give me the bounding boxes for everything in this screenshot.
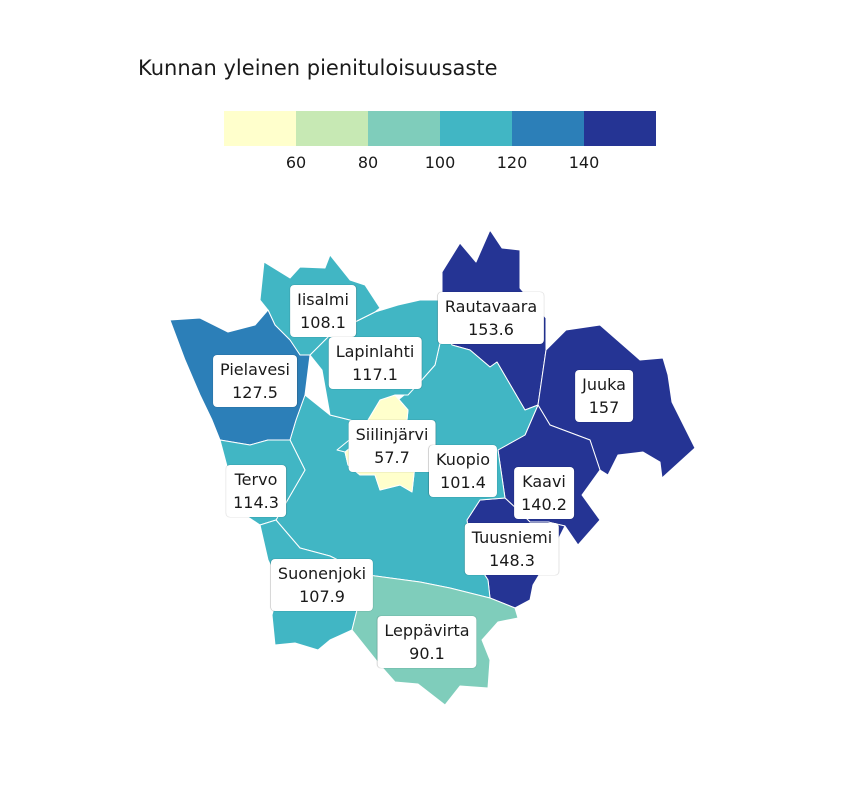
municipality-value: 108.1 — [300, 313, 346, 332]
municipality-value: 153.6 — [468, 320, 514, 339]
municipality-value: 157 — [588, 398, 620, 417]
legend-tick-80: 80 — [357, 153, 379, 172]
legend-swatch-1 — [224, 111, 296, 146]
label-leppavirta: Leppävirta 90.1 — [377, 616, 477, 668]
municipality-value: 107.9 — [299, 587, 345, 606]
municipality-name: Suonenjoki — [277, 564, 367, 583]
color-legend: 60 80 100 120 140 — [224, 111, 656, 181]
label-pielavesi: Pielavesi 127.5 — [213, 355, 297, 407]
municipality-name: Tuusniemi — [471, 528, 553, 547]
label-tervo: Tervo 114.3 — [226, 465, 286, 517]
label-rautavaara: Rautavaara 153.6 — [437, 292, 545, 344]
legend-swatch-6 — [584, 111, 656, 146]
legend-tick-60: 60 — [285, 153, 307, 172]
municipality-name: Pielavesi — [220, 360, 290, 379]
legend-tick-120: 120 — [496, 153, 528, 172]
municipality-value: 117.1 — [352, 365, 398, 384]
municipality-value: 114.3 — [233, 493, 279, 512]
municipality-name: Kuopio — [435, 450, 491, 469]
municipality-name: Kaavi — [522, 472, 566, 491]
legend-swatch-5 — [512, 111, 584, 146]
label-tuusniemi: Tuusniemi 148.3 — [464, 523, 560, 575]
municipality-value: 148.3 — [489, 551, 535, 570]
legend-swatch-2 — [296, 111, 368, 146]
label-siilinjarvi: Siilinjärvi 57.7 — [348, 420, 436, 472]
legend-swatch-4 — [440, 111, 512, 146]
label-iisalmi: Iisalmi 108.1 — [290, 285, 356, 337]
municipality-value: 101.4 — [440, 473, 486, 492]
municipality-name: Juuka — [582, 375, 626, 394]
municipality-value: 140.2 — [521, 495, 567, 514]
municipality-name: Rautavaara — [444, 297, 538, 316]
municipality-name: Iisalmi — [297, 290, 349, 309]
municipality-name: Leppävirta — [384, 621, 470, 640]
municipality-name: Lapinlahti — [335, 342, 415, 361]
legend-tick-100: 100 — [424, 153, 456, 172]
municipality-value: 90.1 — [409, 644, 445, 663]
municipality-name: Siilinjärvi — [355, 425, 429, 444]
municipality-name: Tervo — [234, 470, 278, 489]
label-lapinlahti: Lapinlahti 117.1 — [328, 337, 422, 389]
legend-tick-140: 140 — [568, 153, 600, 172]
label-kuopio: Kuopio 101.4 — [428, 445, 498, 497]
legend-swatch-3 — [368, 111, 440, 146]
label-kaavi: Kaavi 140.2 — [514, 467, 574, 519]
label-suonenjoki: Suonenjoki 107.9 — [270, 559, 374, 611]
label-juuka: Juuka 157 — [575, 370, 633, 422]
map-title: Kunnan yleinen pienituloisuusaste — [138, 56, 498, 80]
municipality-value: 57.7 — [374, 448, 410, 467]
municipality-value: 127.5 — [232, 383, 278, 402]
